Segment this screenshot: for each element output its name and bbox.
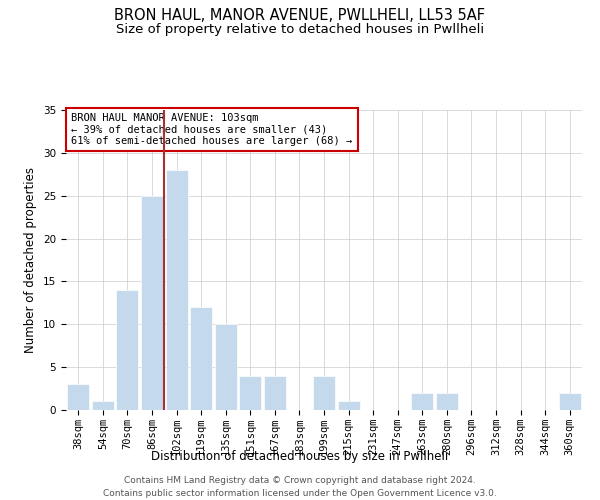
Text: BRON HAUL, MANOR AVENUE, PWLLHELI, LL53 5AF: BRON HAUL, MANOR AVENUE, PWLLHELI, LL53 … — [115, 8, 485, 22]
Bar — [67, 384, 89, 410]
Bar — [313, 376, 335, 410]
Bar — [338, 402, 359, 410]
Text: BRON HAUL MANOR AVENUE: 103sqm
← 39% of detached houses are smaller (43)
61% of : BRON HAUL MANOR AVENUE: 103sqm ← 39% of … — [71, 113, 352, 146]
Bar — [190, 307, 212, 410]
Bar — [436, 393, 458, 410]
Bar — [264, 376, 286, 410]
Bar — [215, 324, 237, 410]
Bar — [239, 376, 262, 410]
Bar — [166, 170, 188, 410]
Y-axis label: Number of detached properties: Number of detached properties — [25, 167, 37, 353]
Bar — [92, 402, 114, 410]
Text: Distribution of detached houses by size in Pwllheli: Distribution of detached houses by size … — [151, 450, 449, 463]
Bar — [559, 393, 581, 410]
Bar — [116, 290, 139, 410]
Text: Size of property relative to detached houses in Pwllheli: Size of property relative to detached ho… — [116, 22, 484, 36]
Bar — [141, 196, 163, 410]
Text: Contains HM Land Registry data © Crown copyright and database right 2024.
Contai: Contains HM Land Registry data © Crown c… — [103, 476, 497, 498]
Bar — [411, 393, 433, 410]
